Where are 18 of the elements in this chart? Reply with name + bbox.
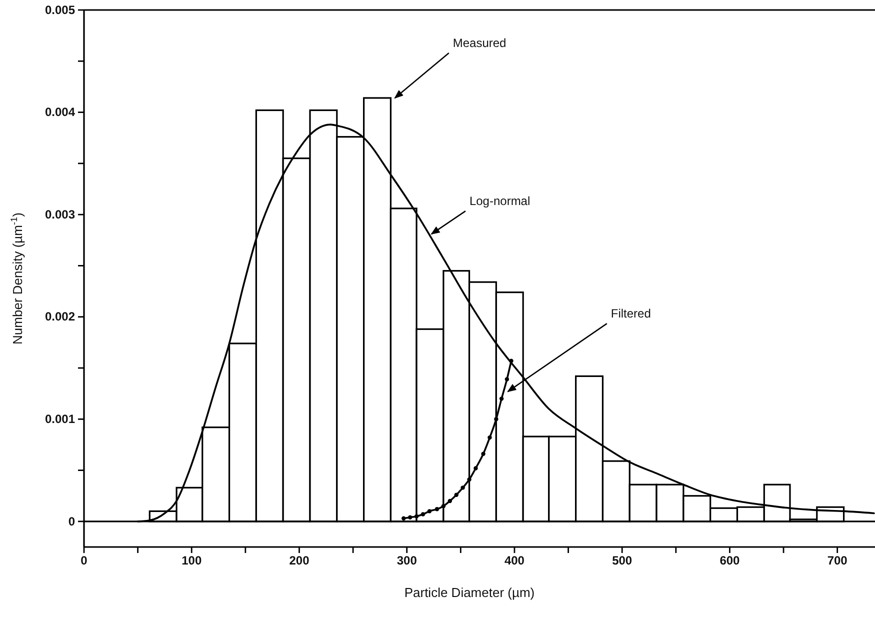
y-tick-label: 0.001 (44, 412, 76, 426)
x-tick-label: 400 (504, 554, 525, 568)
x-axis-title: Particle Diameter (µm) (404, 585, 535, 600)
x-tick-label: 200 (289, 554, 310, 568)
x-tick-label: 600 (720, 554, 740, 568)
x-tick-label: 700 (827, 554, 848, 568)
y-tick-label: 0.002 (44, 310, 76, 324)
y-tick-label: 0 (68, 514, 76, 528)
y-tick-label: 0.004 (44, 105, 76, 120)
x-tick-label: 0 (80, 554, 88, 568)
y-tick-label: 0.003 (44, 207, 76, 222)
x-tick-label: 500 (612, 554, 632, 568)
annotation: Measured (452, 36, 506, 50)
y-tick-label: 0.005 (44, 2, 76, 17)
annotation: Log-normal (469, 194, 530, 208)
x-tick-label: 100 (182, 554, 202, 568)
annotation: Filtered (610, 306, 651, 321)
x-tick-label: 300 (396, 554, 418, 568)
